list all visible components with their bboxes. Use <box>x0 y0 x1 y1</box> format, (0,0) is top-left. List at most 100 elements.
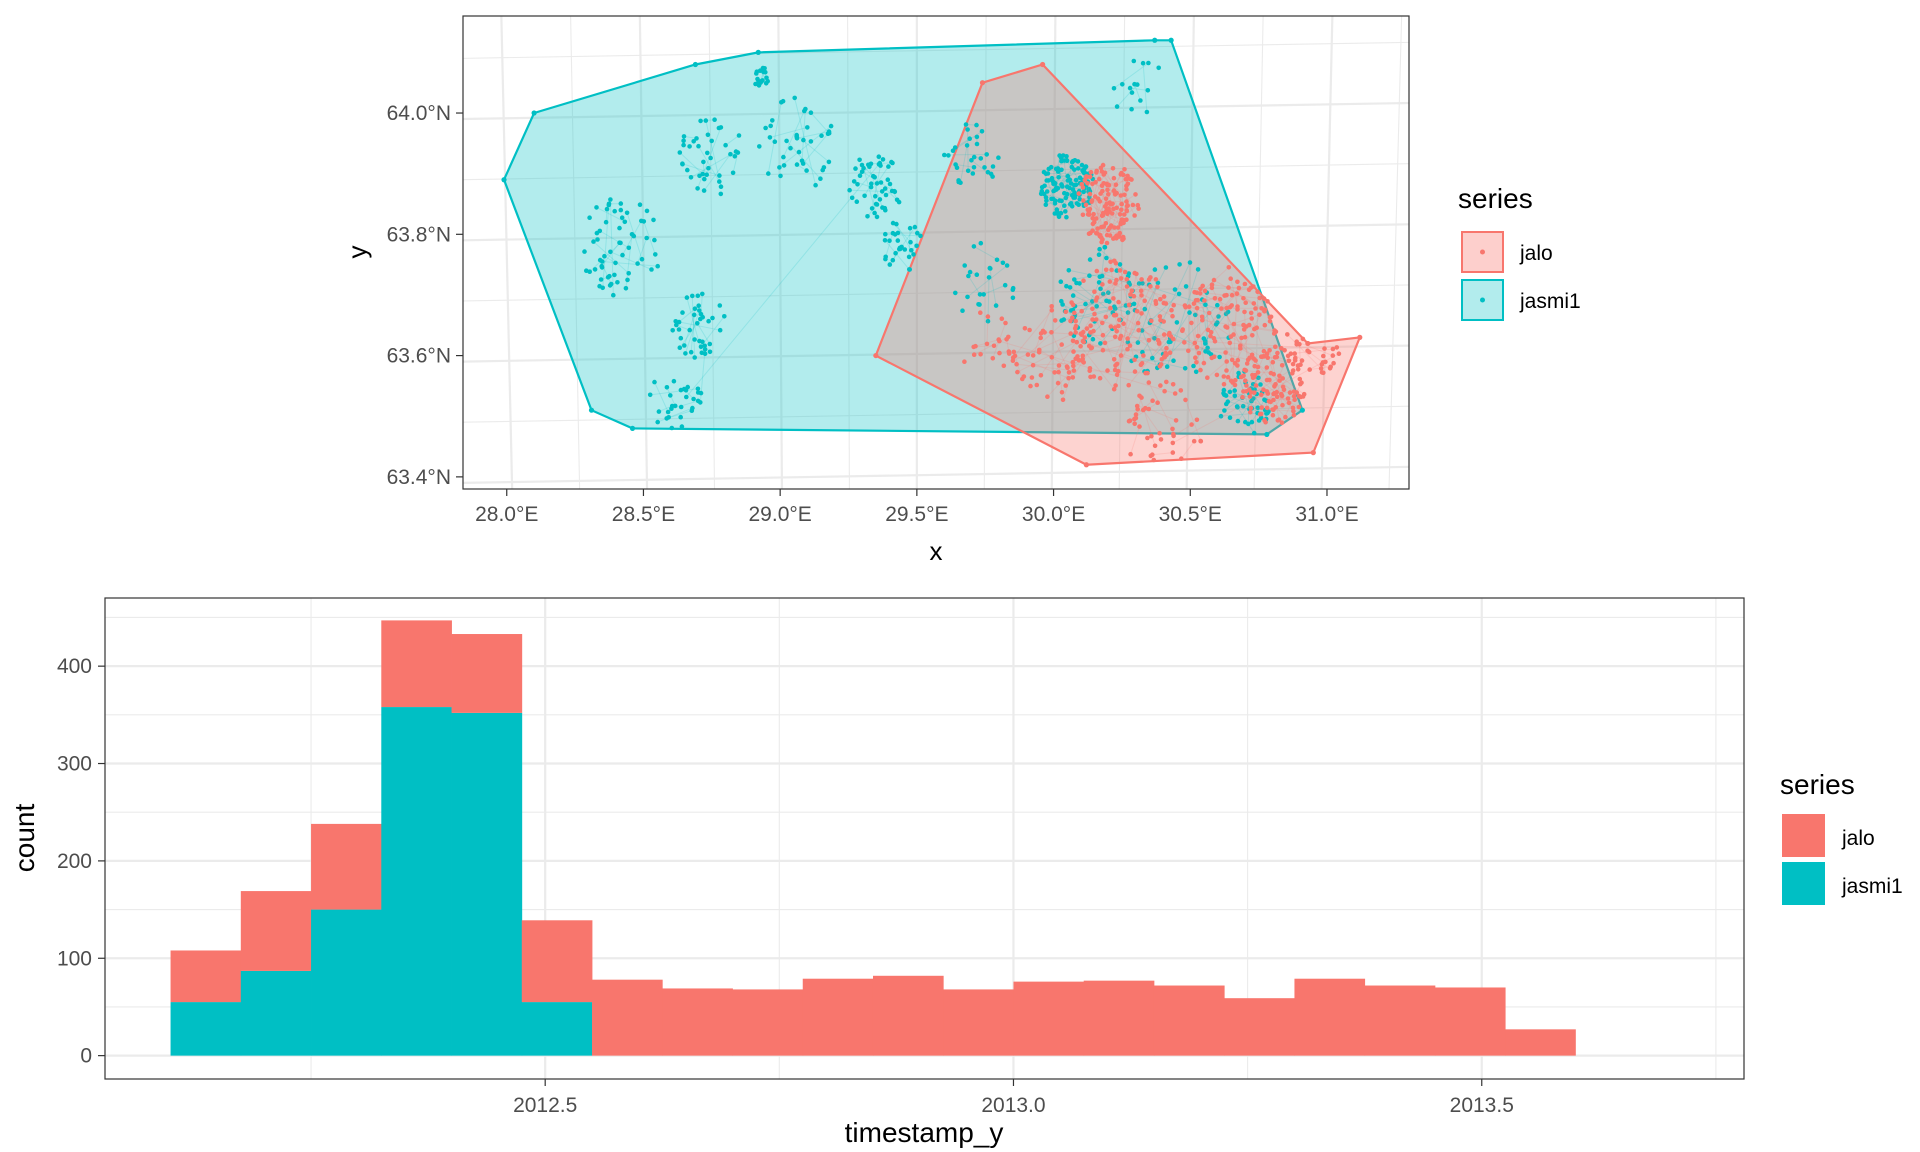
point-jalo <box>1247 387 1252 392</box>
track-segment-jasmi1 <box>810 112 830 134</box>
point-jalo <box>1200 317 1205 323</box>
point-jasmi1 <box>1234 404 1240 409</box>
point-jalo <box>1209 282 1215 288</box>
track-segment-jasmi1 <box>732 152 739 173</box>
point-jalo <box>1015 369 1020 375</box>
point-jalo <box>1123 176 1129 182</box>
point-jalo <box>1242 367 1247 373</box>
point-jalo <box>1124 276 1130 282</box>
point-jasmi1 <box>717 179 722 184</box>
hull-vertex-jasmi1 <box>1152 37 1158 43</box>
point-jalo <box>1291 412 1297 418</box>
point-jalo <box>1119 201 1124 207</box>
point-jalo <box>1221 381 1227 387</box>
point-jasmi1 <box>629 232 635 237</box>
point-jasmi1 <box>695 386 701 392</box>
point-jasmi1 <box>813 182 818 188</box>
map-panel: 28.0°E 28.5°E 29.0°E 29.5°E 30.0°E 30.5°E 31.0… <box>342 15 1581 566</box>
map-gridline-x-minor <box>1388 15 1403 490</box>
point-jalo <box>1267 348 1272 353</box>
point-jalo <box>1150 398 1155 404</box>
point-jalo <box>1234 291 1240 297</box>
track-segment-jalo <box>1080 345 1115 390</box>
point-jasmi1 <box>1187 260 1193 265</box>
point-jalo <box>1141 353 1146 358</box>
track-segment-jasmi1 <box>871 165 882 209</box>
point-jalo <box>1294 390 1300 395</box>
point-jalo <box>1114 236 1119 241</box>
histogram-panel: 2012.5 2013.0 2013.5 0 100 200 300 400 timesta… <box>9 597 1903 1148</box>
point-jasmi1 <box>690 405 695 411</box>
track-segment-jalo <box>1081 295 1135 336</box>
point-jalo <box>1049 308 1055 313</box>
map-gridline-x-minor <box>1253 15 1264 490</box>
point-jasmi1 <box>735 150 741 155</box>
point-jalo <box>997 350 1002 356</box>
point-jalo <box>1122 212 1127 217</box>
point-jasmi1 <box>706 165 711 171</box>
bar-jasmi1 <box>381 707 452 1056</box>
point-jasmi1 <box>697 338 702 344</box>
point-jalo <box>1226 285 1231 290</box>
point-jalo <box>1208 333 1213 339</box>
point-jasmi1 <box>1171 358 1176 364</box>
track-segment-jalo <box>1219 299 1241 347</box>
track-segment-jalo <box>1148 382 1173 430</box>
point-jasmi1 <box>896 199 902 205</box>
point-jalo <box>1201 360 1207 366</box>
map-gridline-x <box>1050 15 1057 490</box>
point-jalo <box>1197 291 1203 296</box>
track-segment-jalo <box>986 316 989 344</box>
point-jasmi1 <box>977 292 983 297</box>
point-jasmi1 <box>794 132 799 138</box>
point-jasmi1 <box>635 261 640 266</box>
point-jalo <box>1112 334 1118 340</box>
point-jalo <box>1049 330 1054 335</box>
track-segment-jalo <box>1012 332 1076 362</box>
map-y-tick-label: 63.6°N <box>387 345 451 368</box>
point-jalo <box>1090 216 1095 221</box>
point-jalo <box>1276 417 1282 423</box>
point-jalo <box>1257 295 1262 301</box>
track-segment-jalo <box>1017 337 1085 373</box>
point-jasmi1 <box>707 341 713 347</box>
point-jalo <box>1248 310 1254 316</box>
point-jalo <box>1081 198 1086 203</box>
track-segment-jasmi1 <box>684 310 700 354</box>
point-jalo <box>1029 375 1035 380</box>
point-jasmi1 <box>1058 279 1064 285</box>
point-jalo <box>1248 405 1254 411</box>
point-jalo <box>1059 342 1064 347</box>
point-jalo <box>1090 228 1095 233</box>
point-jalo <box>1286 358 1292 364</box>
point-jasmi1 <box>1183 284 1189 289</box>
point-jasmi1 <box>966 273 971 279</box>
point-jalo <box>1006 351 1012 356</box>
point-jasmi1 <box>1059 198 1064 204</box>
point-jasmi1 <box>1182 366 1188 371</box>
track-segment-jalo <box>1081 278 1128 312</box>
point-jalo <box>1080 212 1086 218</box>
histogram-y-tick-label: 300 <box>57 753 92 776</box>
point-jasmi1 <box>624 210 630 216</box>
point-jalo <box>1170 426 1175 432</box>
point-jasmi1 <box>1258 415 1264 421</box>
point-jasmi1 <box>1062 203 1067 208</box>
point-jalo <box>1125 346 1130 352</box>
point-jasmi1 <box>681 134 687 139</box>
point-jalo <box>1253 306 1258 311</box>
track-segment-jalo <box>1087 167 1114 184</box>
point-jalo <box>1132 421 1137 427</box>
point-jalo <box>1112 325 1118 330</box>
point-jalo <box>1107 279 1113 284</box>
point-jalo <box>1247 394 1253 399</box>
point-jalo <box>1117 317 1122 323</box>
point-jalo <box>1100 213 1106 218</box>
track-segment-jasmi1 <box>955 164 975 168</box>
point-jalo <box>1290 361 1296 367</box>
point-jasmi1 <box>912 224 918 230</box>
point-jasmi1 <box>1059 182 1064 187</box>
point-jasmi1 <box>1000 260 1006 266</box>
point-jalo <box>1124 217 1129 222</box>
point-jalo <box>1079 308 1084 314</box>
